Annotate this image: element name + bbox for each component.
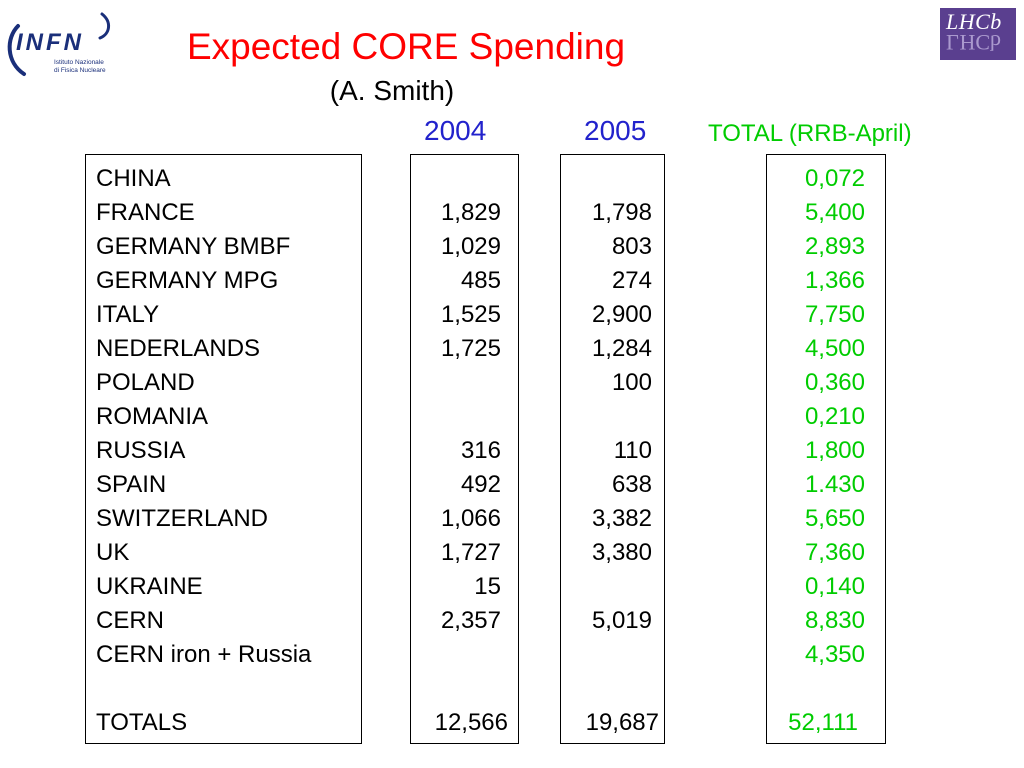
value-total-cell: 5,650 [804, 505, 865, 532]
value-total-cell: 5,400 [804, 199, 865, 226]
totals-country-cell: TOTALS [96, 709, 188, 736]
country-cell: UKRAINE [96, 573, 203, 600]
value-total-cell: 4,500 [804, 335, 865, 362]
year-2004-column-box: 1,829 1,029 485 1,525 1,725 316 492 1,066 1,727 1… [410, 154, 519, 744]
country-cell: ROMANIA [96, 403, 209, 430]
value-2005-cell: 2,900 [591, 301, 652, 328]
value-total-cell: 1,366 [804, 267, 865, 294]
infn-emblem-icon: INFN Istituto Nazionale di Fisica Nuclea… [7, 12, 110, 76]
country-cell: CHINA [96, 165, 171, 192]
infn-caption-line2: di Fisica Nucleare [54, 67, 106, 74]
value-2005-cell: 638 [611, 471, 652, 498]
value-2004-cell [411, 400, 518, 434]
year-2005-column-box: 1,798 803 274 2,900 1,284 100 110 638 3,382 3,380… [560, 154, 665, 744]
infn-caption-line1: Istituto Nazionale [54, 59, 104, 66]
value-2005-cell: 3,382 [591, 505, 652, 532]
value-2005-cell: 274 [611, 267, 652, 294]
value-2004-cell: 1,525 [440, 301, 501, 328]
value-total-cell: 2,893 [804, 233, 865, 260]
country-cell: GERMANY MPG [96, 267, 279, 294]
value-total-cell: 0,210 [804, 403, 865, 430]
value-2005-cell: 110 [613, 437, 652, 464]
column-header-2004: 2004 [424, 115, 487, 146]
value-2004-cell [411, 638, 518, 672]
country-cell: FRANCE [96, 199, 195, 226]
value-total-cell: 8,830 [804, 607, 865, 634]
value-2004-cell [411, 366, 518, 400]
value-2004-cell: 316 [460, 437, 501, 464]
country-cell: GERMANY BMBF [96, 233, 291, 260]
value-2004-cell: 1,727 [440, 539, 501, 566]
value-2004-cell: 485 [460, 267, 501, 294]
infn-logo: INFN Istituto Nazionale di Fisica Nuclea… [4, 4, 116, 80]
value-total-cell: 1.430 [804, 471, 865, 498]
totals-value-2005-cell: 19,687 [585, 709, 659, 736]
value-2004-cell: 492 [460, 471, 501, 498]
country-cell: POLAND [96, 369, 195, 396]
value-2005-cell: 803 [611, 233, 652, 260]
value-2005-cell [561, 570, 664, 604]
value-2005-cell: 100 [611, 369, 652, 396]
value-2004-cell: 15 [474, 573, 501, 600]
value-2004-cell: 1,725 [440, 335, 501, 362]
value-2004-cell: 2,357 [440, 607, 501, 634]
totals-value-total-cell: 52,111 [788, 709, 858, 736]
value-2004-cell: 1,029 [440, 233, 501, 260]
country-cell: ITALY [96, 301, 160, 328]
country-cell: CERN iron + Russia [96, 641, 312, 668]
value-total-cell: 4,350 [804, 641, 865, 668]
country-cell: RUSSIA [96, 437, 186, 464]
value-total-cell: 7,360 [804, 539, 865, 566]
slide-title: Expected CORE Spending [186, 26, 626, 67]
country-cell: NEDERLANDS [96, 335, 261, 362]
country-cell: SWITZERLAND [96, 505, 269, 532]
country-cell: CERN [96, 607, 165, 634]
value-2004-cell: 1,829 [440, 199, 501, 226]
lhcb-logo: LHCb LHCb [940, 8, 1016, 60]
value-total-cell: 0,140 [804, 573, 865, 600]
value-2004-cell: 1,066 [440, 505, 501, 532]
value-total-cell: 7,750 [804, 301, 865, 328]
totals-value-2004-cell: 12,566 [434, 709, 508, 736]
value-2005-cell: 1,284 [591, 335, 652, 362]
value-total-cell: 0,072 [804, 165, 865, 192]
value-total-cell: 1,800 [804, 437, 865, 464]
country-cell: UK [96, 539, 130, 566]
lhcb-logo-text: LHCb [946, 9, 1002, 34]
value-2005-cell [561, 400, 664, 434]
lhcb-logo-reflection: LHCb [946, 30, 1001, 55]
infn-wordmark: INFN [16, 29, 84, 56]
value-2004-cell [411, 162, 518, 196]
value-total-cell: 0,360 [804, 369, 865, 396]
value-2005-cell: 5,019 [591, 607, 652, 634]
value-2005-cell [561, 638, 664, 672]
column-header-total: TOTAL (RRB-April) [708, 120, 912, 147]
total-column-box: 0,072 5,400 2,893 1,366 7,750 4,500 0,360 0,210… [766, 154, 886, 744]
column-header-2005: 2005 [584, 115, 647, 146]
slide-subtitle: (A. Smith) [329, 75, 455, 106]
value-2005-cell: 3,380 [591, 539, 652, 566]
value-2005-cell: 1,798 [591, 199, 652, 226]
value-2005-cell [561, 162, 664, 196]
country-column-box: CHINA FRANCE GERMANY BMBF GERMANY MPG ITALY N… [85, 154, 362, 744]
country-cell: SPAIN [96, 471, 167, 498]
